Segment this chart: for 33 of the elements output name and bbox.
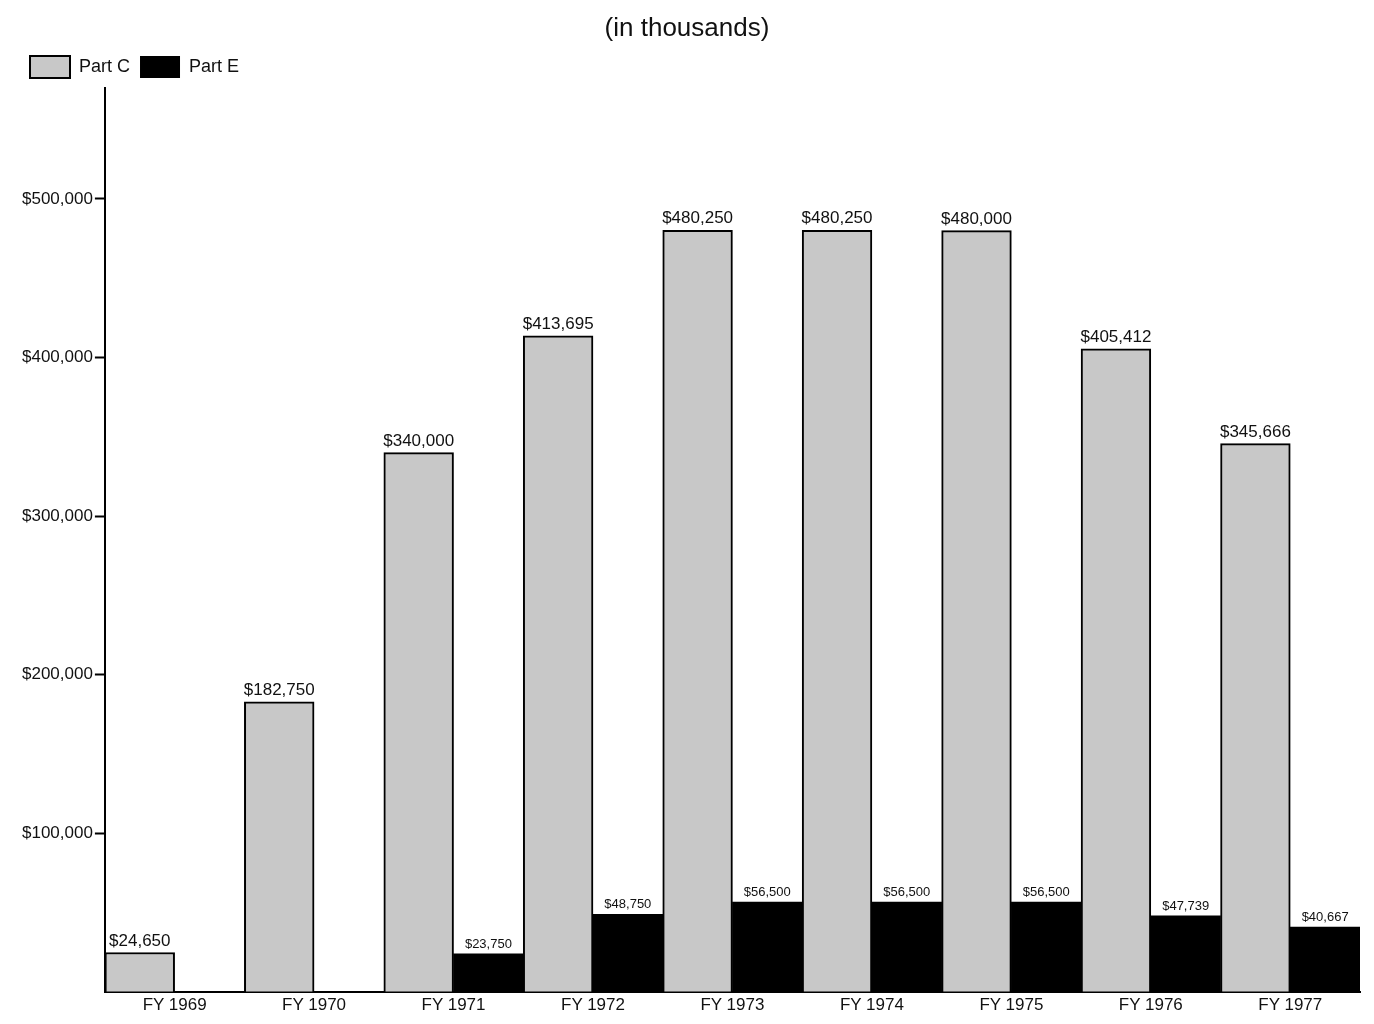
data-label: $23,750 [464, 936, 512, 952]
y-tick-label: $500,000 [22, 188, 93, 208]
x-tick-label: FY 1976 [1118, 995, 1183, 1015]
data-label: $413,695 [522, 313, 594, 333]
y-tick-label: $100,000 [22, 822, 93, 842]
data-label: $56,500 [1022, 884, 1070, 900]
x-tick-label: FY 1971 [421, 995, 486, 1015]
x-tick-label: FY 1970 [282, 995, 347, 1015]
data-label: $56,500 [883, 884, 931, 900]
chart-title: (in thousands) [603, 12, 771, 43]
x-tick-label: FY 1972 [561, 995, 625, 1015]
data-label: $345,666 [1219, 421, 1291, 441]
legend-label: Part E [189, 55, 240, 76]
data-label: $340,000 [383, 430, 455, 450]
x-tick-label: FY 1977 [1258, 995, 1323, 1015]
y-tick-label: $200,000 [22, 664, 93, 684]
data-label: $47,739 [1162, 898, 1210, 913]
data-label: $480,000 [941, 208, 1012, 228]
x-tick-label: FY 1969 [142, 995, 207, 1015]
y-tick-label: $400,000 [22, 347, 93, 367]
data-label: $480,250 [801, 208, 873, 228]
data-label: $405,412 [1080, 327, 1152, 347]
data-label: $56,500 [743, 884, 791, 900]
data-label: $40,667 [1301, 909, 1349, 925]
y-tick-label: $300,000 [22, 505, 93, 525]
data-label: $480,250 [662, 208, 734, 228]
x-tick-label: FY 1975 [979, 995, 1044, 1015]
data-label: $182,750 [243, 680, 315, 700]
legend-label: Part C [79, 55, 131, 76]
data-label: $24,650 [109, 930, 171, 950]
x-tick-label: FY 1974 [839, 995, 904, 1015]
data-label: $48,750 [604, 896, 652, 912]
x-tick-label: FY 1973 [700, 995, 765, 1015]
